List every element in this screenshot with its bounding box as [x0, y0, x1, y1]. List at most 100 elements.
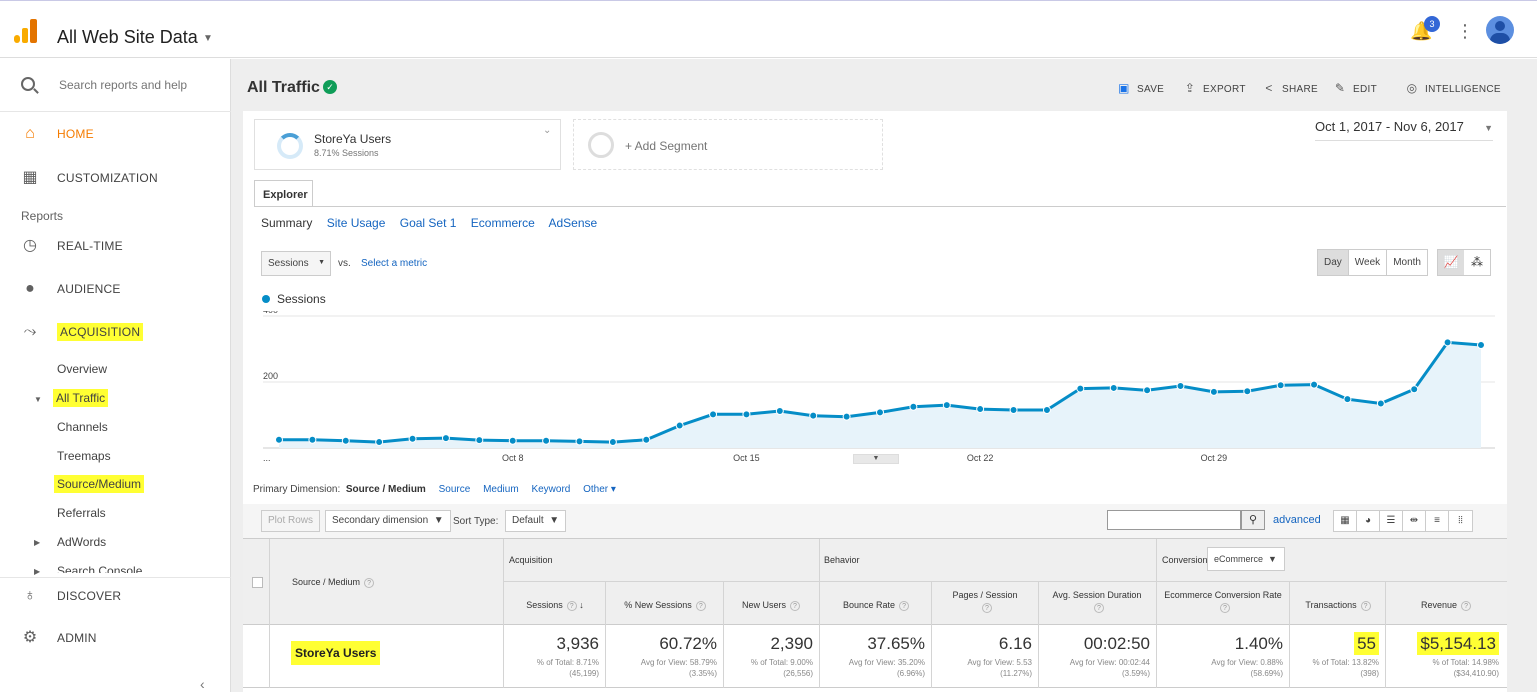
data-point: [1310, 380, 1319, 389]
sidebar-item-discover[interactable]: ♁ DISCOVER: [0, 577, 231, 613]
sidebar-sub-overview[interactable]: Overview: [57, 362, 108, 376]
sort-type-select[interactable]: Default ▼: [505, 510, 567, 532]
sidebar-sub-treemaps[interactable]: Treemaps: [57, 449, 111, 463]
metric-select[interactable]: Sessions ▼: [261, 251, 331, 276]
col-avg-session-duration[interactable]: Avg. Session Duration?: [1052, 590, 1142, 613]
search-icon[interactable]: ⚲: [1241, 510, 1265, 530]
table-header: Source / Medium? Acquisition Behavior Co…: [243, 538, 1507, 626]
data-point: [775, 407, 784, 416]
save-button[interactable]: ▣ SAVE: [1118, 81, 1165, 95]
avatar[interactable]: [1486, 16, 1514, 44]
sidebar-sub-search-console[interactable]: Search Console: [57, 564, 143, 573]
sidebar-item-home[interactable]: ⌂ HOME: [0, 116, 231, 152]
intelligence-button[interactable]: ◎ INTELLIGENCE: [1406, 81, 1501, 95]
data-point: [809, 411, 818, 420]
collapse-sidebar-icon[interactable]: ‹: [200, 676, 205, 692]
add-segment-button[interactable]: + Add Segment: [573, 119, 883, 170]
export-button[interactable]: ⇪ EXPORT: [1184, 81, 1246, 95]
sidebar-item-realtime[interactable]: ◷ REAL-TIME: [0, 228, 231, 264]
subtab-goal-set-1[interactable]: Goal Set 1: [399, 216, 457, 230]
data-table-icon[interactable]: ▦: [1334, 511, 1357, 531]
sidebar-item-label: REAL-TIME: [57, 239, 123, 253]
sidebar-item-acquisition[interactable]: ⤳ ACQUISITION: [0, 314, 231, 350]
advanced-filter-link[interactable]: advanced: [1273, 514, 1321, 526]
motion-chart-icon[interactable]: ⁂: [1471, 255, 1483, 269]
property-title[interactable]: All Web Site Data: [57, 27, 198, 47]
conversions-select[interactable]: eCommerce ▼: [1207, 547, 1285, 571]
sidebar-search[interactable]: Search reports and help: [0, 59, 231, 112]
explorer-subtabs: Summary Site Usage Goal Set 1 Ecommerce …: [261, 216, 608, 230]
x-tick-label: ...: [263, 453, 271, 463]
dimension-medium-link[interactable]: Medium: [483, 484, 519, 495]
sessions-chart: 200 400 ... Oct 8 Oct 15 Oct 22 Oct 29: [263, 311, 1495, 463]
pivot-icon[interactable]: ⦙⦙: [1449, 511, 1472, 531]
col-bounce-rate[interactable]: Bounce Rate?: [821, 599, 931, 611]
caret-right-icon[interactable]: ▶: [34, 538, 41, 547]
col-ecommerce-conversion-rate[interactable]: Ecommerce Conversion Rate?: [1164, 590, 1282, 613]
col-pages-session[interactable]: Pages / Session?: [952, 590, 1018, 613]
month-button[interactable]: Month: [1387, 250, 1427, 275]
dimension-keyword-link[interactable]: Keyword: [531, 484, 571, 495]
cell-transactions-sub: % of Total: 13.82% (398): [1312, 658, 1379, 678]
segment-storeya[interactable]: StoreYa Users 8.71% Sessions ⌄: [254, 119, 561, 170]
search-input[interactable]: Search reports and help: [59, 78, 188, 92]
comparison-icon[interactable]: ⇹: [1403, 511, 1426, 531]
cell-avg-session-duration-sub: Avg for View: 00:02:44 (3.59%): [1069, 658, 1150, 678]
pie-chart-icon[interactable]: ◕: [1357, 511, 1380, 531]
tab-explorer[interactable]: Explorer: [254, 180, 313, 207]
analytics-logo-icon[interactable]: [14, 19, 38, 43]
term-cloud-icon[interactable]: ≡: [1426, 511, 1449, 531]
plot-rows-button[interactable]: Plot Rows: [261, 510, 321, 532]
performance-icon[interactable]: ☰: [1380, 511, 1403, 531]
data-point: [1143, 386, 1152, 395]
chevron-down-icon[interactable]: ▼: [203, 33, 213, 44]
col-new-sessions[interactable]: % New Sessions?: [607, 599, 723, 611]
caret-down-icon[interactable]: ▼: [34, 395, 42, 404]
cell-bounce-rate-sub: Avg for View: 35.20% (6.96%): [848, 658, 925, 678]
subtab-ecommerce[interactable]: Ecommerce: [470, 216, 535, 230]
cell-new-sessions-sub: Avg for View: 58.79% (3.35%): [640, 658, 717, 678]
data-point: [341, 436, 350, 445]
sidebar-sub-channels[interactable]: Channels: [57, 420, 108, 434]
week-button[interactable]: Week: [1348, 250, 1388, 275]
sidebar-sub-source-medium[interactable]: Source/Medium: [54, 475, 145, 493]
col-revenue[interactable]: Revenue?: [1387, 599, 1505, 611]
sort-type-label: Sort Type:: [453, 516, 499, 527]
data-point: [308, 435, 317, 444]
table-search-input[interactable]: [1107, 510, 1241, 530]
dimension-source-link[interactable]: Source: [438, 484, 471, 495]
data-point: [642, 435, 651, 444]
subtab-adsense[interactable]: AdSense: [548, 216, 598, 230]
select-metric-link[interactable]: Select a metric: [361, 258, 428, 269]
clock-icon: ◷: [23, 237, 37, 254]
col-sessions[interactable]: Sessions? ↓: [526, 600, 584, 611]
sidebar-sub-referrals[interactable]: Referrals: [57, 506, 106, 520]
line-chart-icon[interactable]: 📈: [1438, 250, 1464, 275]
caret-right-icon[interactable]: ▶: [34, 567, 41, 576]
sidebar-item-customization[interactable]: ▦ CUSTOMIZATION: [0, 160, 231, 196]
secondary-dimension-select[interactable]: Secondary dimension ▼: [325, 510, 451, 532]
pencil-icon: ✎: [1334, 81, 1346, 95]
col-transactions[interactable]: Transactions?: [1291, 599, 1385, 611]
date-range-picker[interactable]: Oct 1, 2017 - Nov 6, 2017 ▼: [1315, 119, 1493, 141]
chevron-down-icon[interactable]: ⌄: [543, 125, 552, 136]
col-new-users[interactable]: New Users?: [725, 599, 817, 611]
edit-button[interactable]: ✎ EDIT: [1334, 81, 1377, 95]
sidebar-sub-all-traffic[interactable]: All Traffic: [53, 389, 109, 407]
subtab-site-usage[interactable]: Site Usage: [326, 216, 386, 230]
select-all-checkbox[interactable]: [252, 577, 263, 588]
subtab-summary[interactable]: Summary: [261, 216, 313, 230]
dimension-other-link[interactable]: Other ▾: [583, 484, 616, 495]
sidebar-item-audience[interactable]: ● AUDIENCE: [0, 271, 231, 307]
sidebar-item-label: CUSTOMIZATION: [57, 171, 158, 185]
data-point: [742, 410, 751, 419]
day-button[interactable]: Day: [1318, 250, 1349, 275]
share-button[interactable]: < SHARE: [1262, 81, 1318, 95]
col-source-medium[interactable]: Source / Medium?: [292, 577, 375, 588]
row-source-medium[interactable]: StoreYa Users: [291, 641, 381, 665]
more-vert-icon[interactable]: ⋮: [1456, 21, 1474, 41]
sidebar-item-admin[interactable]: ⚙ ADMIN: [0, 620, 231, 656]
sidebar-sub-adwords[interactable]: AdWords: [57, 535, 107, 549]
chart-expand-handle[interactable]: ▼: [853, 454, 899, 464]
y-tick-label: 400: [263, 311, 278, 315]
